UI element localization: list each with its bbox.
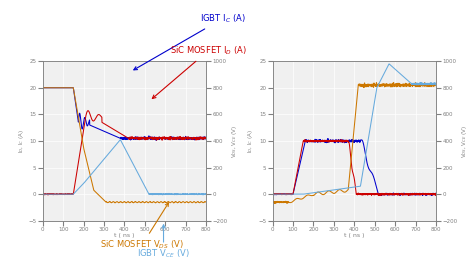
Text: SiC MOSFET I$_D$ (A): SiC MOSFET I$_D$ (A): [152, 44, 247, 98]
X-axis label: t ( ns ): t ( ns ): [114, 234, 135, 238]
Y-axis label: I$_D$, I$_C$ (A): I$_D$, I$_C$ (A): [17, 129, 26, 153]
Y-axis label: I$_D$, I$_C$ (A): I$_D$, I$_C$ (A): [246, 129, 255, 153]
Text: IGBT V$_{CE}$ (V): IGBT V$_{CE}$ (V): [137, 225, 190, 260]
Text: SiC MOSFET V$_{DS}$ (V): SiC MOSFET V$_{DS}$ (V): [100, 203, 184, 251]
Y-axis label: V$_{DS}$, V$_{CE}$ (V): V$_{DS}$, V$_{CE}$ (V): [230, 124, 239, 158]
Y-axis label: V$_{DS}$, V$_{CE}$ (V): V$_{DS}$, V$_{CE}$ (V): [460, 124, 469, 158]
X-axis label: t ( ns ): t ( ns ): [344, 234, 365, 238]
Text: IGBT I$_C$ (A): IGBT I$_C$ (A): [134, 12, 246, 70]
